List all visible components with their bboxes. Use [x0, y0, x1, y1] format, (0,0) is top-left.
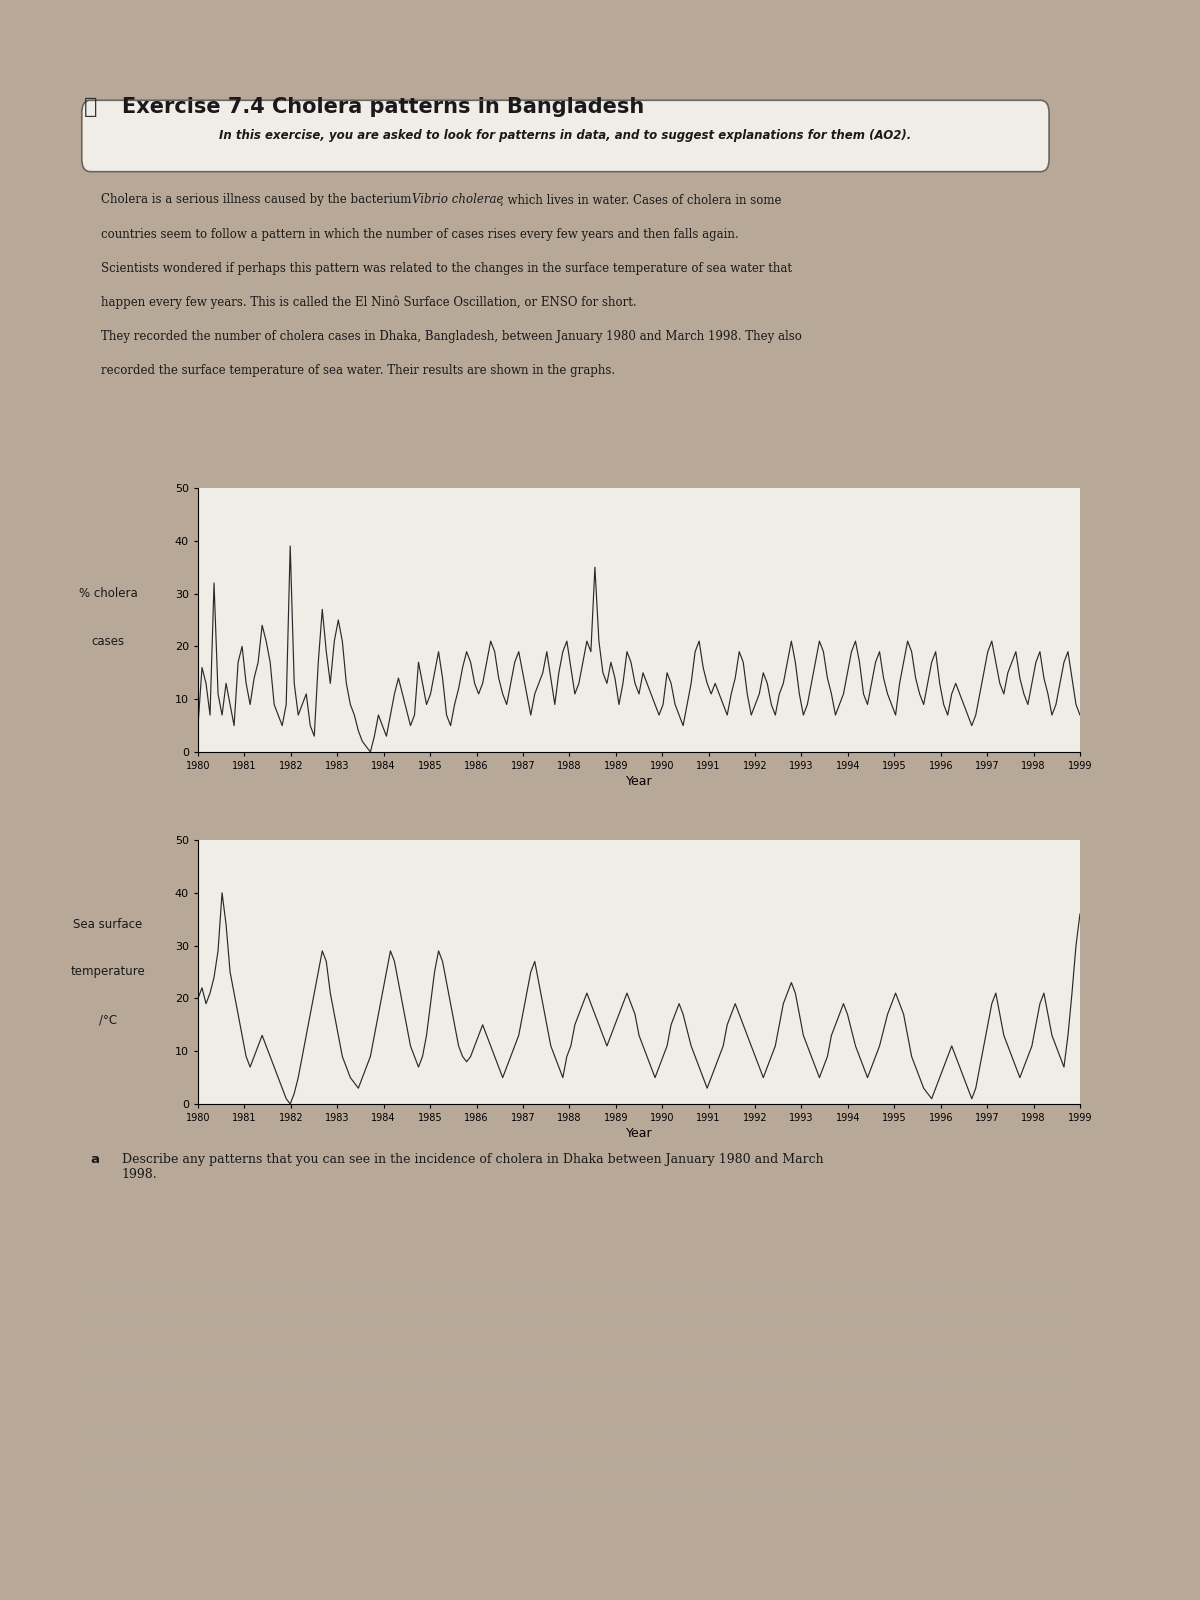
Text: cases: cases	[91, 635, 125, 648]
Text: Ⓢ: Ⓢ	[84, 98, 97, 117]
X-axis label: Year: Year	[625, 1126, 653, 1141]
Text: Cholera is a serious illness caused by the bacterium: Cholera is a serious illness caused by t…	[101, 194, 415, 206]
Text: They recorded the number of cholera cases in Dhaka, Bangladesh, between January : They recorded the number of cholera case…	[101, 330, 802, 342]
X-axis label: Year: Year	[625, 774, 653, 789]
Text: Exercise 7.4 Cholera patterns in Bangladesh: Exercise 7.4 Cholera patterns in Banglad…	[122, 98, 644, 117]
Text: a: a	[90, 1152, 100, 1165]
Text: % cholera: % cholera	[79, 587, 137, 600]
Text: Sea surface: Sea surface	[73, 918, 143, 931]
Text: In this exercise, you are asked to look for patterns in data, and to suggest exp: In this exercise, you are asked to look …	[220, 128, 912, 142]
Text: Vibrio cholerae: Vibrio cholerae	[413, 194, 504, 206]
Text: Describe any patterns that you can see in the incidence of cholera in Dhaka betw: Describe any patterns that you can see i…	[122, 1152, 823, 1181]
Text: /°C: /°C	[98, 1013, 118, 1026]
Text: , which lives in water. Cases of cholera in some: , which lives in water. Cases of cholera…	[500, 194, 781, 206]
FancyBboxPatch shape	[82, 101, 1049, 171]
Text: temperature: temperature	[71, 965, 145, 979]
Text: Scientists wondered if perhaps this pattern was related to the changes in the su: Scientists wondered if perhaps this patt…	[101, 262, 792, 275]
Text: happen every few years. This is called the El Ninô Surface Oscillation, or ENSO : happen every few years. This is called t…	[101, 296, 636, 309]
Text: recorded the surface temperature of sea water. Their results are shown in the gr: recorded the surface temperature of sea …	[101, 365, 614, 378]
Text: countries seem to follow a pattern in which the number of cases rises every few : countries seem to follow a pattern in wh…	[101, 227, 738, 240]
